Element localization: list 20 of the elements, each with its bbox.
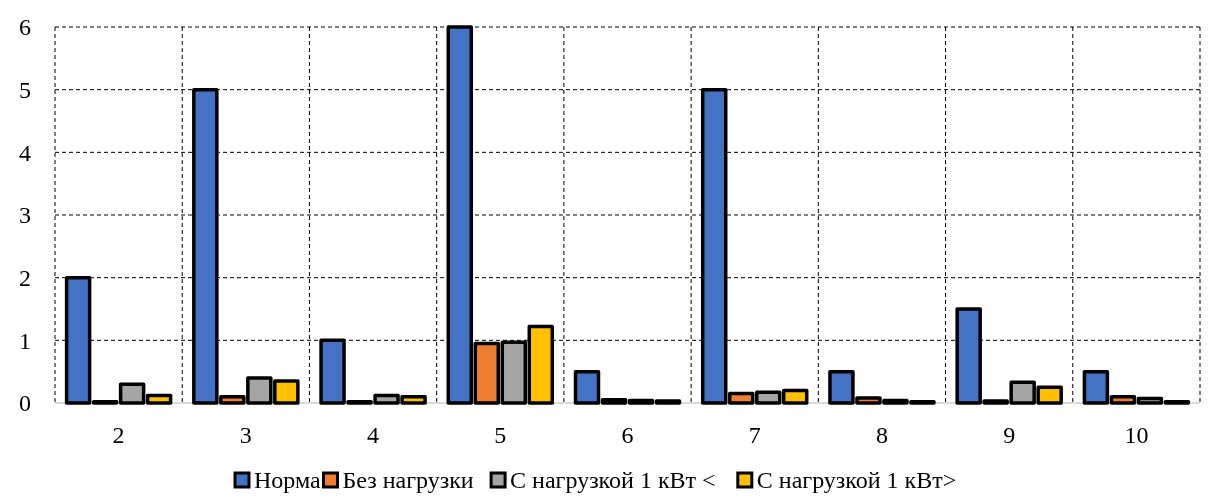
- x-tick-label: 5: [494, 422, 507, 448]
- legend-label: С нагрузкой 1 кВт>: [756, 467, 957, 493]
- x-tick-label: 8: [875, 422, 888, 448]
- x-tick-label: 4: [367, 422, 380, 448]
- y-tick-label: 1: [19, 327, 31, 354]
- y-tick-label: 5: [19, 77, 31, 104]
- x-tick-label: 9: [1003, 422, 1016, 448]
- y-tick-label: 3: [19, 202, 31, 229]
- x-tick-label: 3: [239, 422, 252, 448]
- x-tick-label: 7: [748, 422, 761, 448]
- x-tick-label: 10: [1124, 422, 1149, 448]
- y-tick-label: 2: [19, 265, 31, 292]
- x-tick-label: 2: [112, 422, 125, 448]
- y-tick-label: 0: [19, 390, 31, 417]
- x-tick-label: 6: [621, 422, 634, 448]
- legend-label: С нагрузкой 1 кВт <: [510, 467, 716, 493]
- legend-label: Без нагрузки: [342, 467, 474, 493]
- legend-label: Норма: [254, 467, 321, 493]
- y-tick-label: 4: [19, 139, 31, 166]
- y-tick-label: 6: [19, 14, 31, 41]
